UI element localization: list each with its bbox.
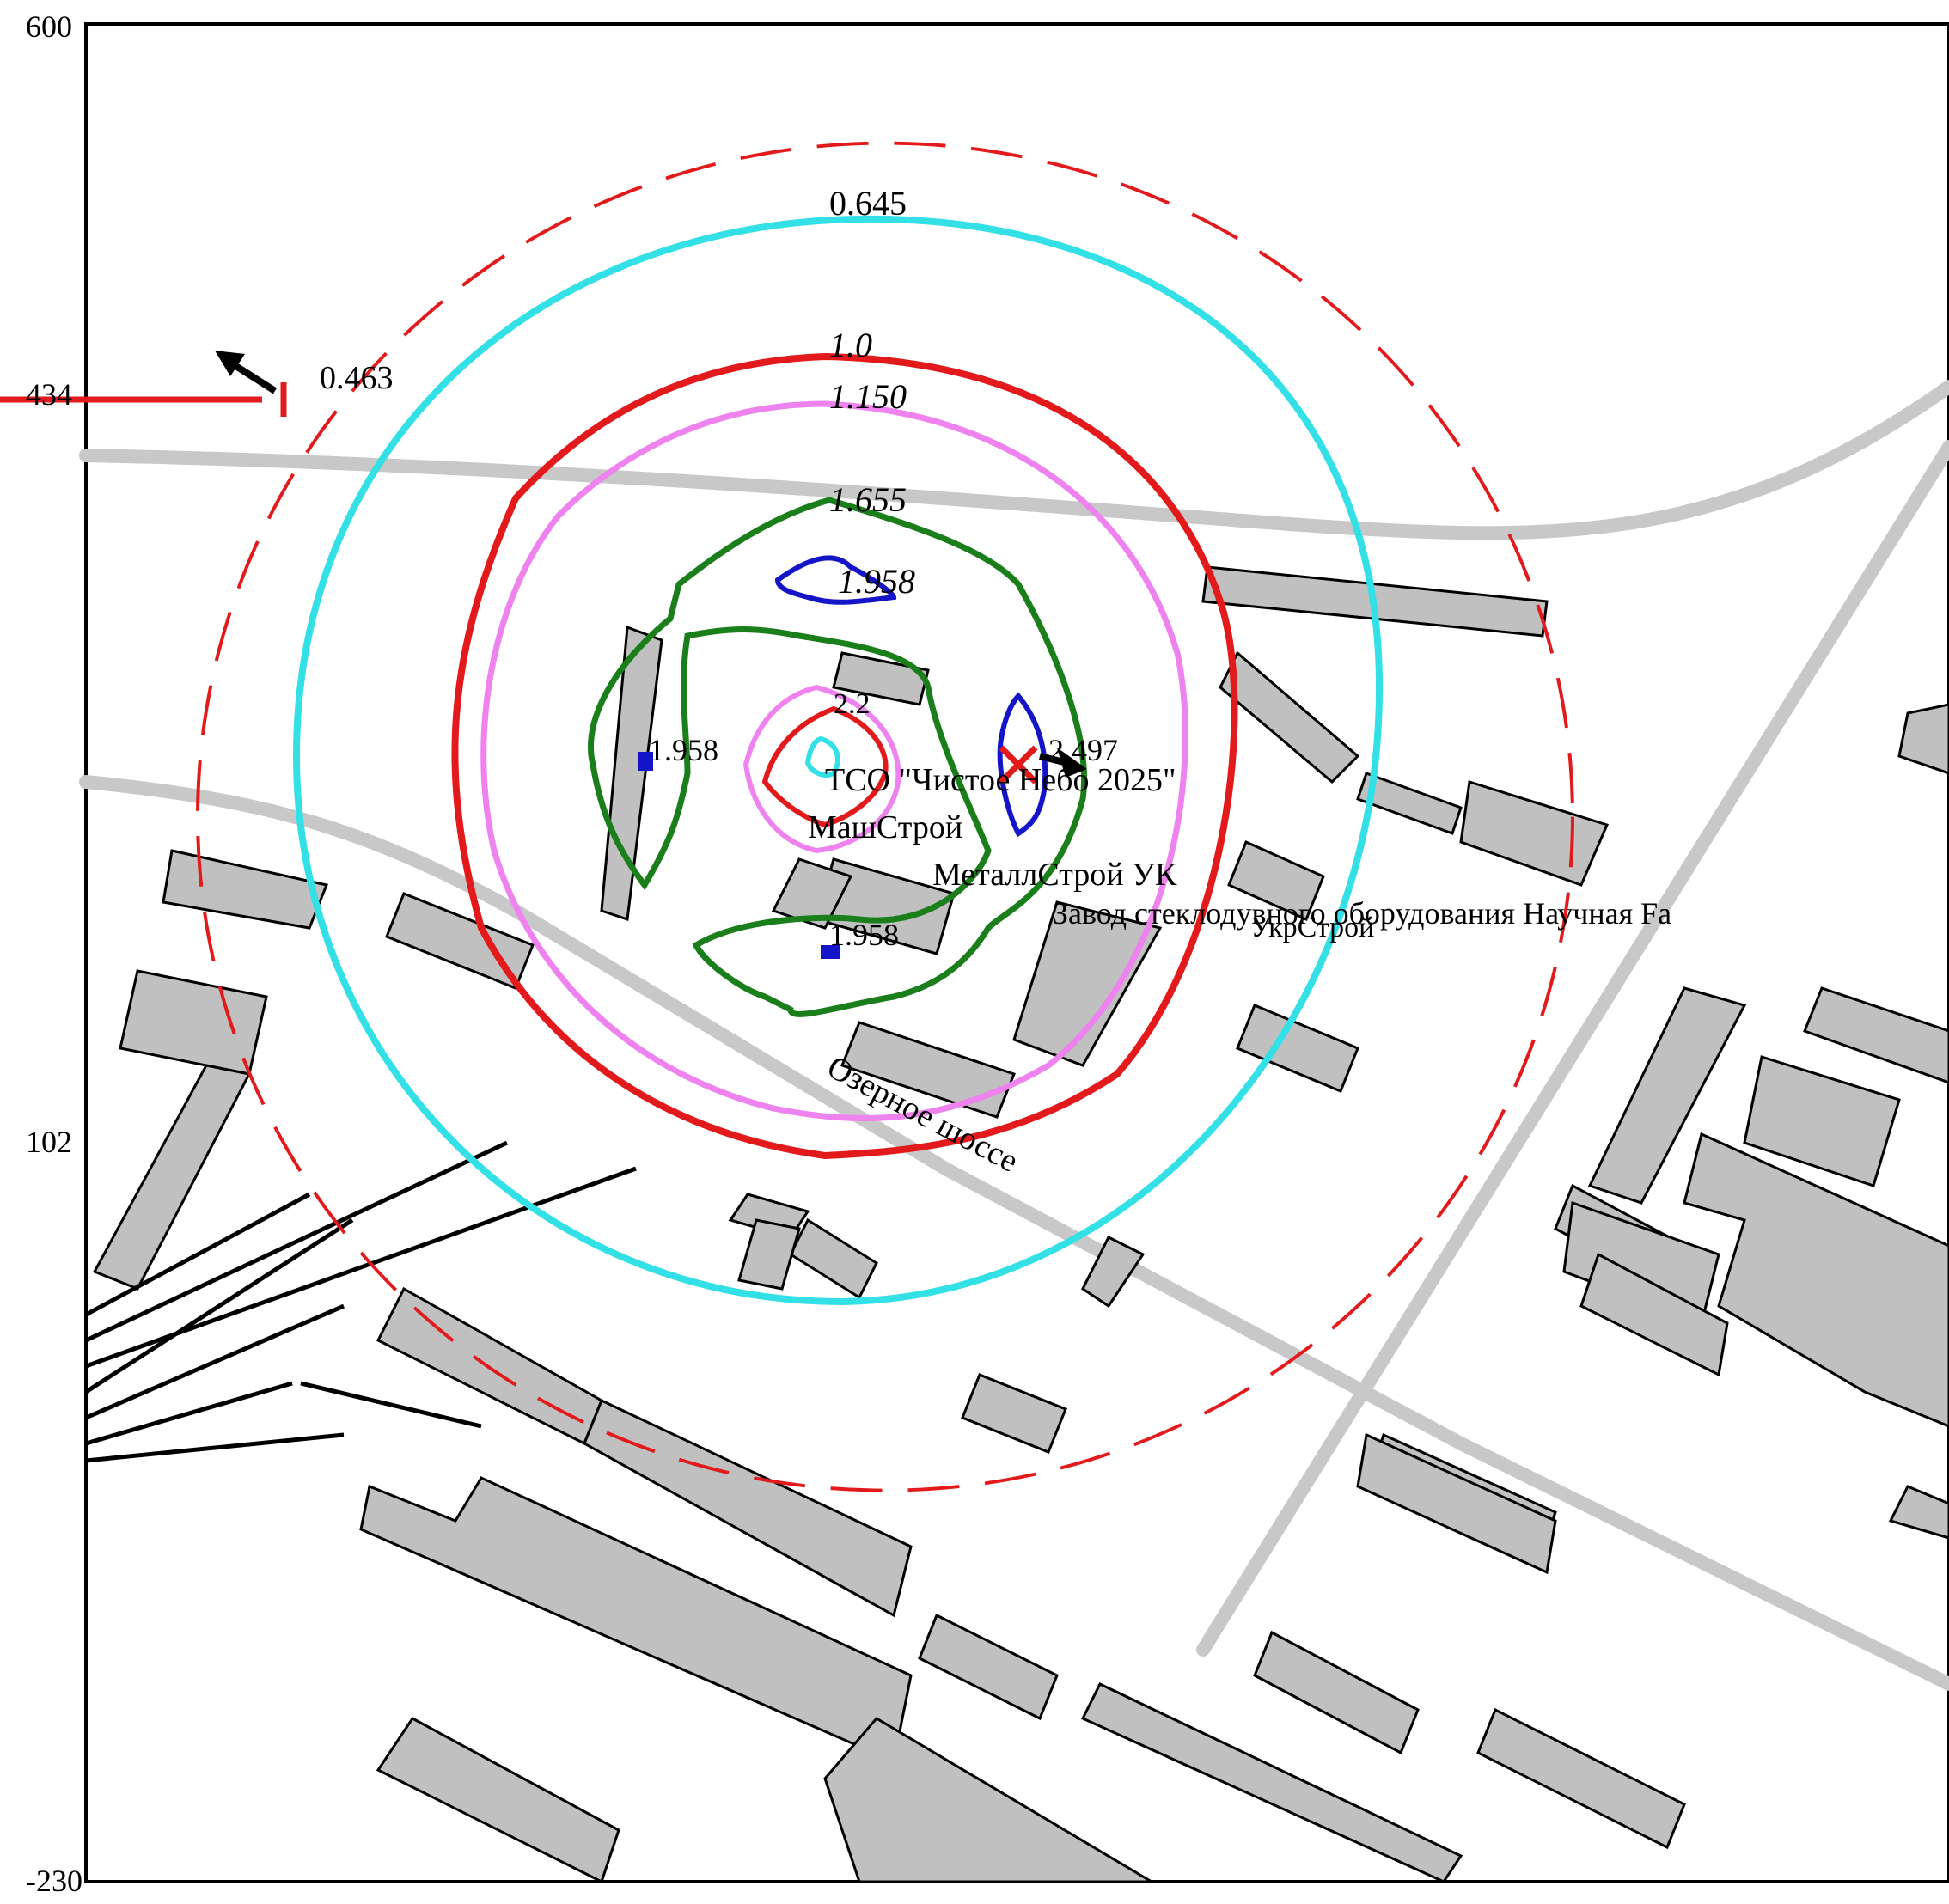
value-max-point: 0.463 xyxy=(320,360,394,396)
road-north xyxy=(79,380,1949,540)
building xyxy=(823,1717,1157,1883)
label-metallstroy: МеталлСтрой УК xyxy=(932,857,1177,893)
label-tso: ТСО "Чистое Небо 2025" xyxy=(825,762,1176,798)
building xyxy=(1803,986,1949,1084)
value-point-center: 2.497 xyxy=(1048,733,1118,767)
map-frame xyxy=(84,22,1949,1883)
building xyxy=(1587,986,1747,1205)
outer-dashed-contour xyxy=(196,141,1574,1492)
building xyxy=(1476,1707,1686,1850)
contour-label-0645: 0.645 xyxy=(829,184,907,223)
rail-track xyxy=(84,1140,509,1343)
rail-track xyxy=(85,1432,345,1463)
building xyxy=(918,1613,1059,1721)
y-tick-102: 102 xyxy=(26,1125,72,1159)
label-ukrstroy: УкрСтрой xyxy=(1250,912,1374,943)
building xyxy=(1012,900,1163,1067)
contour-1655 xyxy=(588,497,1088,1017)
contour-label-10: 1.0 xyxy=(829,326,872,364)
max-point-marker xyxy=(0,382,287,417)
contour-10 xyxy=(451,352,1238,1160)
rail-track xyxy=(85,1303,345,1420)
building xyxy=(1356,1432,1557,1575)
contour-inner-cyan xyxy=(804,735,840,778)
building xyxy=(583,1398,913,1618)
y-tick-434: 434 xyxy=(26,377,72,412)
source-cross-marker xyxy=(999,745,1038,784)
building xyxy=(1897,703,1949,775)
y-tick-minus230: -230 xyxy=(26,1864,82,1898)
contour-label-1150: 1.150 xyxy=(829,377,907,416)
building xyxy=(1080,1682,1463,1883)
building xyxy=(359,1476,913,1764)
source-arrow-icon xyxy=(1039,748,1087,778)
contour-label-1958: 1.958 xyxy=(838,562,915,601)
contour-inner-violet xyxy=(742,684,901,854)
contour-22 xyxy=(761,705,889,828)
direction-arrow-icon xyxy=(215,351,278,394)
building xyxy=(1579,1252,1729,1377)
building xyxy=(961,1373,1067,1454)
rail-track xyxy=(300,1381,482,1429)
contour-label-1655: 1.655 xyxy=(829,480,907,519)
road-diagonal xyxy=(79,775,1949,1691)
building xyxy=(1227,839,1325,922)
contour-1150 xyxy=(480,400,1188,1121)
building xyxy=(376,1717,620,1884)
contour-label-22: 2.2 xyxy=(834,688,871,720)
value-point-bottom: 1.958 xyxy=(829,918,899,952)
contour-1958-right xyxy=(997,692,1048,838)
building xyxy=(1888,1485,1949,1540)
building xyxy=(162,849,329,930)
label-zavod: Завод стеклодувного оборудования Научная… xyxy=(1053,896,1671,931)
rail-track xyxy=(84,1192,311,1317)
building xyxy=(1081,1235,1146,1309)
rail-tracks xyxy=(84,1140,637,1463)
building xyxy=(771,857,853,930)
building xyxy=(1743,1055,1901,1187)
building xyxy=(840,1021,1016,1119)
building xyxy=(1253,1630,1420,1755)
rail-track xyxy=(84,1217,354,1394)
label-mashstroy: МашСтрой xyxy=(808,809,962,845)
value-point-left: 1.958 xyxy=(649,733,718,767)
roads xyxy=(79,380,1949,1691)
building xyxy=(1683,1132,1949,1428)
rail-track xyxy=(85,1381,293,1446)
point-marker xyxy=(821,945,840,959)
road-north-east xyxy=(1196,440,1949,1657)
contour-1958-top xyxy=(774,555,897,605)
building xyxy=(1356,772,1463,835)
building xyxy=(1219,650,1360,784)
building xyxy=(1236,1004,1359,1093)
building xyxy=(737,1218,801,1291)
point-marker xyxy=(638,752,653,771)
y-tick-600: 600 xyxy=(26,9,72,44)
building xyxy=(832,651,930,706)
contour-0645 xyxy=(292,215,1384,1306)
